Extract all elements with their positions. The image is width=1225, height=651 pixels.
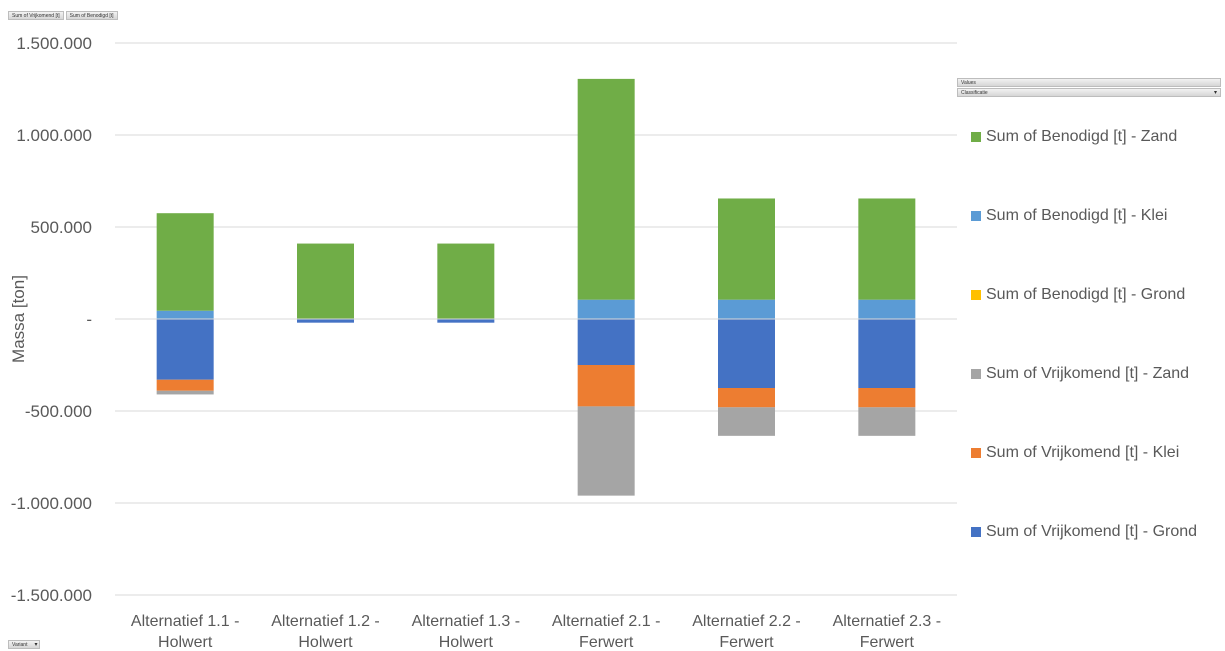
- bar-segment[interactable]: [858, 388, 916, 408]
- x-category-label: Alternatief 2.2 -: [692, 613, 801, 630]
- legend-label: Sum of Benodigd [t] - Grond: [986, 286, 1186, 303]
- x-axis: Alternatief 1.1 - Holwert Alternatief 1.2 …: [131, 613, 941, 651]
- bar-segment[interactable]: [297, 319, 354, 323]
- legend-item[interactable]: Sum of Vrijkomend [t] - Klei: [971, 444, 1179, 462]
- y-tick-label: 1.000.000: [16, 126, 92, 145]
- bar-segment[interactable]: [718, 319, 775, 388]
- bar-segment[interactable]: [577, 299, 635, 319]
- bar-segment[interactable]: [577, 406, 635, 496]
- field-button-vrijkomend[interactable]: Sum of Vrijkomend [t]: [8, 11, 64, 20]
- bar-segment[interactable]: [718, 299, 775, 319]
- bar-segment[interactable]: [718, 198, 775, 300]
- bar-segment[interactable]: [577, 78, 635, 300]
- field-button-values[interactable]: Values: [957, 78, 1221, 87]
- y-tick-label: -: [86, 310, 92, 329]
- bar-segment[interactable]: [156, 213, 214, 311]
- x-category-label: Holwert: [298, 634, 353, 651]
- legend-item[interactable]: Sum of Benodigd [t] - Grond: [971, 286, 1185, 304]
- bar-segment[interactable]: [858, 299, 916, 319]
- legend-label: Sum of Benodigd [t] - Zand: [986, 128, 1178, 145]
- legend-label: Sum of Vrijkomend [t] - Grond: [986, 523, 1198, 540]
- legend-label: Sum of Vrijkomend [t] - Zand: [986, 365, 1190, 382]
- bar-segment[interactable]: [577, 365, 635, 407]
- filter-icon[interactable]: ▾: [1213, 90, 1217, 96]
- bar-segment[interactable]: [156, 390, 214, 395]
- bar-segment[interactable]: [156, 319, 214, 380]
- x-category-label: Ferwert: [579, 634, 634, 651]
- legend-item[interactable]: Sum of Benodigd [t] - Klei: [971, 207, 1167, 225]
- x-category-label: Ferwert: [719, 634, 774, 651]
- x-category-label: Alternatief 2.3 -: [833, 613, 942, 630]
- y-tick-label: -500.000: [25, 402, 92, 421]
- x-category-label: Alternatief 2.1 -: [552, 613, 661, 630]
- x-category-label: Holwert: [158, 634, 213, 651]
- field-button-variant[interactable]: Variant ▾: [8, 640, 41, 649]
- y-tick-label: -1.500.000: [11, 586, 92, 605]
- legend-swatch: [971, 132, 981, 142]
- legend-label: Sum of Benodigd [t] - Klei: [986, 207, 1168, 224]
- x-category-label: Holwert: [439, 634, 494, 651]
- x-category-label: Alternatief 1.3 -: [412, 613, 521, 630]
- bar-segment[interactable]: [718, 407, 775, 436]
- field-button-classificatie[interactable]: Classificatie ▾: [957, 88, 1221, 97]
- legend-swatch: [971, 211, 981, 221]
- field-button-benodigd[interactable]: Sum of Benodigd [t]: [65, 11, 118, 20]
- legend-label: Sum of Vrijkomend [t] - Klei: [986, 444, 1180, 461]
- bar-segment[interactable]: [858, 198, 916, 300]
- y-axis: 1.500.000 1.000.000 500.000 - -500.000 -1.000…: [11, 34, 92, 605]
- classificatie-label: Classificatie: [961, 90, 988, 96]
- bar-segment[interactable]: [577, 319, 635, 365]
- bar-segment[interactable]: [297, 243, 354, 319]
- y-tick-label: 1.500.000: [16, 34, 92, 53]
- legend-swatch: [971, 290, 981, 300]
- x-category-label: Alternatief 1.2 -: [271, 613, 380, 630]
- legend-swatch: [971, 369, 981, 379]
- pivot-legend-fields: Values Classificatie ▾: [957, 78, 1221, 97]
- x-category-label: Ferwert: [860, 634, 915, 651]
- bar-segment[interactable]: [156, 379, 214, 391]
- legend-item[interactable]: Sum of Vrijkomend [t] - Grond: [971, 523, 1197, 541]
- bar-segment[interactable]: [156, 310, 214, 319]
- y-axis-title: Massa [ton]: [9, 275, 28, 363]
- variant-label: Variant: [12, 642, 28, 648]
- legend-item[interactable]: Sum of Benodigd [t] - Zand: [971, 128, 1177, 146]
- legend-swatch: [971, 448, 981, 458]
- bar-segment[interactable]: [437, 319, 495, 323]
- legend-item[interactable]: Sum of Vrijkomend [t] - Zand: [971, 365, 1189, 383]
- bar-segment[interactable]: [858, 319, 916, 388]
- y-tick-label: 500.000: [31, 218, 92, 237]
- legend-swatch: [971, 527, 981, 537]
- x-category-label: Alternatief 1.1 -: [131, 613, 240, 630]
- bar-segment[interactable]: [718, 388, 775, 408]
- filter-icon[interactable]: ▾: [34, 642, 38, 648]
- pivot-data-fields: Sum of Vrijkomend [t] Sum of Benodigd [t…: [8, 11, 118, 20]
- bar-segment[interactable]: [437, 243, 495, 319]
- bars: [115, 78, 957, 496]
- y-tick-label: -1.000.000: [11, 494, 92, 513]
- bar-segment[interactable]: [858, 407, 916, 436]
